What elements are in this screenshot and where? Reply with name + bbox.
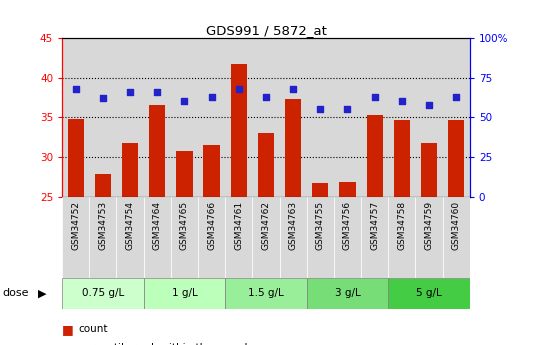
Bar (117, 38, 144, 197)
Bar (388, 197, 415, 278)
Bar (421, 144, 437, 197)
Text: ■: ■ (62, 342, 74, 345)
Text: 1 g/L: 1 g/L (172, 288, 197, 298)
Bar (176, 151, 193, 197)
Bar (225, 197, 252, 278)
Bar (307, 197, 334, 278)
Bar (225, 278, 307, 309)
Bar (388, 38, 415, 197)
Text: GSM34757: GSM34757 (370, 201, 379, 250)
Point (397, 99, 406, 104)
Bar (252, 197, 280, 278)
Bar (62, 38, 89, 197)
Bar (443, 197, 470, 278)
Point (261, 94, 270, 99)
Text: GSM34766: GSM34766 (207, 201, 216, 250)
Bar (89, 38, 117, 197)
Bar (144, 38, 171, 197)
Bar (280, 38, 307, 197)
Text: 3 g/L: 3 g/L (335, 288, 360, 298)
Bar (62, 278, 144, 309)
Bar (443, 38, 470, 197)
Bar (204, 145, 220, 197)
Point (234, 86, 243, 91)
Bar (388, 278, 470, 309)
Bar (361, 197, 388, 278)
Text: count: count (78, 325, 108, 334)
Text: 1.5 g/L: 1.5 g/L (248, 288, 284, 298)
Text: GSM34764: GSM34764 (153, 201, 162, 250)
Bar (448, 120, 464, 197)
Point (289, 86, 298, 91)
Bar (339, 183, 356, 197)
Bar (312, 183, 328, 197)
Text: ▶: ▶ (38, 288, 46, 298)
Point (424, 102, 433, 107)
Point (71, 86, 80, 91)
Bar (334, 38, 361, 197)
Title: GDS991 / 5872_at: GDS991 / 5872_at (206, 24, 326, 37)
Bar (149, 105, 165, 197)
Bar (198, 38, 225, 197)
Text: GSM34754: GSM34754 (126, 201, 134, 250)
Text: GSM34762: GSM34762 (261, 201, 271, 250)
Text: GSM34759: GSM34759 (424, 201, 434, 250)
Text: ■: ■ (62, 323, 74, 336)
Bar (144, 278, 225, 309)
Point (126, 89, 134, 95)
Bar (252, 38, 280, 197)
Text: 0.75 g/L: 0.75 g/L (82, 288, 124, 298)
Point (343, 107, 352, 112)
Point (316, 107, 325, 112)
Bar (117, 197, 144, 278)
Bar (415, 197, 443, 278)
Point (153, 89, 161, 95)
Bar (225, 38, 252, 197)
Bar (62, 197, 89, 278)
Point (370, 94, 379, 99)
Text: GSM34763: GSM34763 (288, 201, 298, 250)
Point (98, 96, 107, 101)
Text: dose: dose (3, 288, 29, 298)
Bar (68, 119, 84, 197)
Text: GSM34752: GSM34752 (71, 201, 80, 250)
Text: GSM34753: GSM34753 (98, 201, 107, 250)
Bar (334, 197, 361, 278)
Text: GSM34760: GSM34760 (451, 201, 461, 250)
Point (180, 99, 189, 104)
Bar (122, 144, 138, 197)
Bar (415, 38, 443, 197)
Bar (367, 115, 383, 197)
Text: GSM34755: GSM34755 (316, 201, 325, 250)
Bar (285, 99, 301, 197)
Text: 5 g/L: 5 g/L (416, 288, 442, 298)
Text: GSM34756: GSM34756 (343, 201, 352, 250)
Bar (171, 197, 198, 278)
Text: GSM34758: GSM34758 (397, 201, 406, 250)
Bar (89, 197, 117, 278)
Point (207, 94, 216, 99)
Text: GSM34761: GSM34761 (234, 201, 243, 250)
Text: GSM34765: GSM34765 (180, 201, 189, 250)
Bar (307, 38, 334, 197)
Bar (361, 38, 388, 197)
Bar (258, 133, 274, 197)
Bar (231, 64, 247, 197)
Text: percentile rank within the sample: percentile rank within the sample (78, 344, 254, 345)
Bar (394, 120, 410, 197)
Bar (280, 197, 307, 278)
Bar (307, 278, 388, 309)
Bar (94, 174, 111, 197)
Point (452, 94, 461, 99)
Bar (198, 197, 225, 278)
Bar (144, 197, 171, 278)
Bar (171, 38, 198, 197)
